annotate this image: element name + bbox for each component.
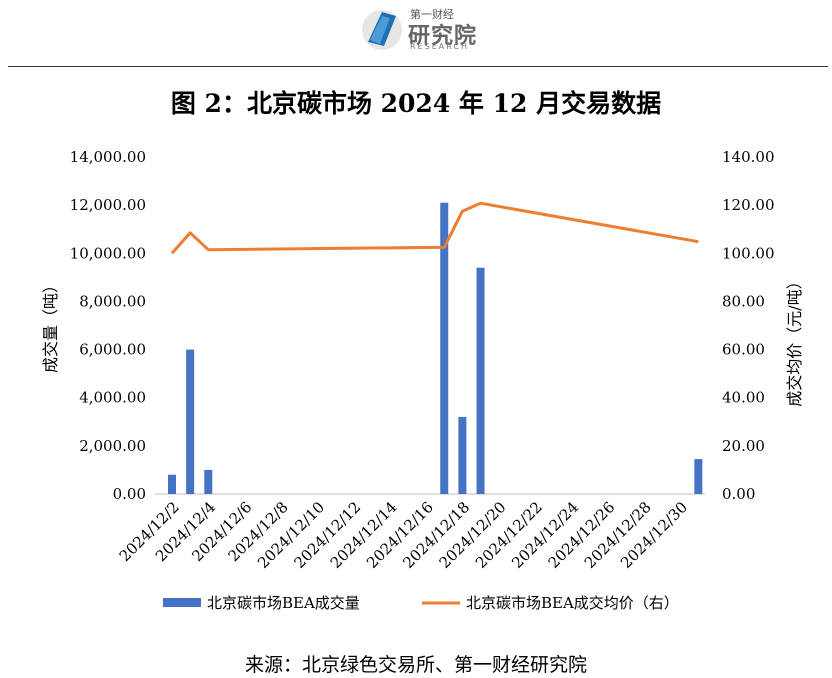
legend-bar-label: 北京碳市场BEA成交量 [207,594,360,612]
left-y-tick-label: 10,000.00 [70,244,146,262]
right-y-tick-label: 80.00 [722,292,765,310]
legend-line-label: 北京碳市场BEA成交均价（右） [466,594,679,612]
volume-bar [440,202,449,494]
left-y-tick-label: 8,000.00 [79,292,146,310]
report-header: 第一财经 研究院 RESEARCH [0,0,832,66]
right-y-tick-label: 120.00 [722,196,775,214]
left-y-tick-label: 4,000.00 [79,389,146,407]
right-y-tick-label: 60.00 [722,341,765,359]
left-y-tick-label: 6,000.00 [79,341,146,359]
volume-bar [476,267,485,494]
logo-english-text: RESEARCH [410,42,469,51]
right-y-tick-label: 140.00 [722,148,775,166]
logo-small-text: 第一财经 [410,8,454,21]
left-y-tick-label: 14,000.00 [70,148,146,166]
left-y-tick-label: 0.00 [113,485,146,503]
price-line [170,201,699,255]
right-y-tick-label: 40.00 [722,389,765,407]
volume-bar [694,459,703,494]
left-axis-title: 成交量（吨） [41,277,60,373]
source-note: 来源：北京绿色交易所、第一财经研究院 [244,654,587,676]
right-axis-title: 成交均价（元/吨） [785,273,804,406]
logo-chinese-text: 研究院 [408,24,478,49]
figure-title: 图 2：北京碳市场 2024 年 12 月交易数据 [170,89,662,118]
header-divider [8,66,828,67]
research-logo-icon [362,10,402,50]
volume-bar [186,349,195,494]
right-y-tick-label: 0.00 [722,485,755,503]
right-y-tick-label: 100.00 [722,244,775,262]
legend-bar-swatch [163,598,201,607]
right-y-tick-label: 20.00 [722,437,765,455]
trading-chart: 0.00 2,000.00 4,000.00 6,000.00 8,000.00 10,0… [41,148,804,612]
volume-bar [204,469,213,494]
volume-bar [458,416,467,494]
volume-bar [168,474,176,494]
left-y-tick-label: 12,000.00 [70,196,146,214]
left-y-tick-label: 2,000.00 [79,437,146,455]
